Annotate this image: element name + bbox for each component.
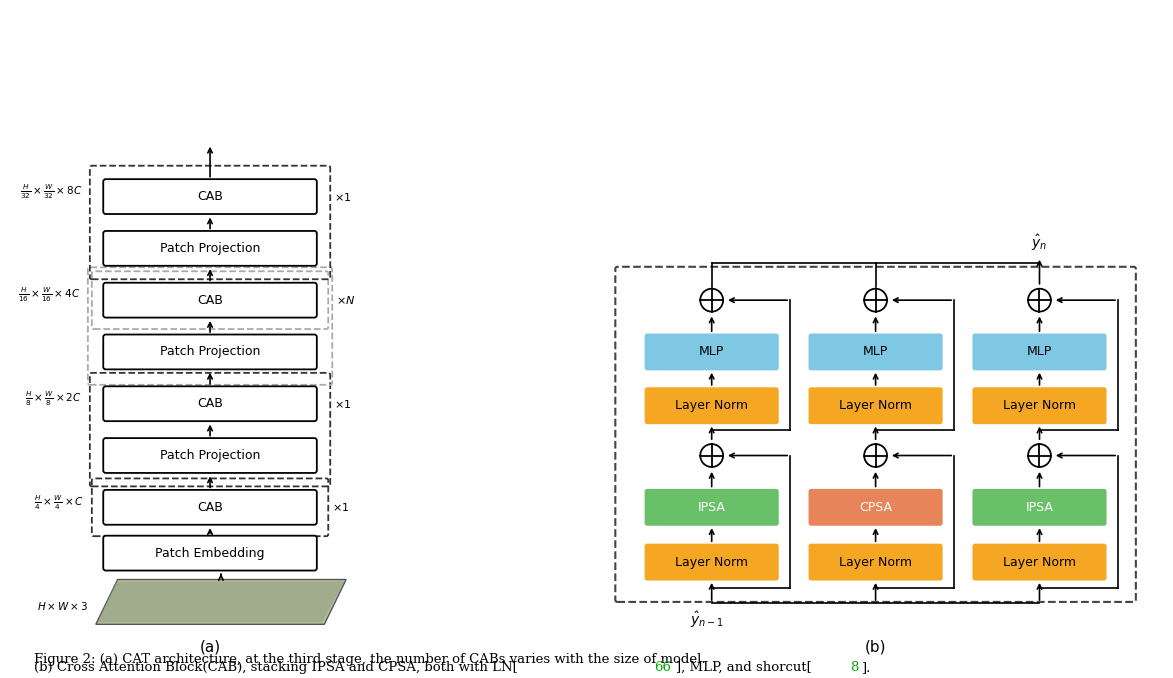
FancyBboxPatch shape [645,334,779,370]
Text: Figure 2: (a) CAT architecture, at the third stage, the number of CABs varies wi: Figure 2: (a) CAT architecture, at the t… [34,653,706,666]
Text: ].: ]. [861,661,870,674]
Text: $\frac{H}{16} \times \frac{W}{16} \times 4C$: $\frac{H}{16} \times \frac{W}{16} \times… [18,286,80,304]
Text: Patch Projection: Patch Projection [160,346,260,359]
Text: MLP: MLP [699,346,724,359]
Text: $\times 1$: $\times 1$ [334,398,352,410]
Text: $\frac{H}{4} \times \frac{W}{4} \times C$: $\frac{H}{4} \times \frac{W}{4} \times C… [34,493,84,512]
Text: $\times 1$: $\times 1$ [332,501,350,513]
FancyBboxPatch shape [808,544,943,580]
FancyBboxPatch shape [972,334,1106,370]
FancyBboxPatch shape [103,490,317,525]
FancyBboxPatch shape [645,489,779,525]
Text: $\times N$: $\times N$ [337,294,355,306]
Text: Patch Embedding: Patch Embedding [155,546,265,559]
Text: CAB: CAB [197,190,223,203]
Text: CPSA: CPSA [859,501,893,514]
FancyBboxPatch shape [103,438,317,473]
FancyBboxPatch shape [645,387,779,424]
Text: Layer Norm: Layer Norm [676,555,748,569]
FancyBboxPatch shape [103,536,317,571]
Text: ], MLP, and shorcut[: ], MLP, and shorcut[ [676,661,812,674]
FancyBboxPatch shape [103,386,317,421]
Text: CAB: CAB [197,294,223,306]
FancyBboxPatch shape [103,179,317,214]
FancyBboxPatch shape [103,283,317,317]
Text: (a): (a) [199,639,221,654]
FancyBboxPatch shape [972,489,1106,525]
Text: MLP: MLP [863,346,888,359]
Text: Layer Norm: Layer Norm [676,399,748,412]
Text: MLP: MLP [1026,346,1052,359]
Text: IPSA: IPSA [1025,501,1053,514]
Text: Patch Projection: Patch Projection [160,449,260,462]
FancyBboxPatch shape [645,544,779,580]
Text: $H \times W \times 3$: $H \times W \times 3$ [36,600,88,612]
Text: $\hat{y}_{n-1}$: $\hat{y}_{n-1}$ [690,610,724,630]
Text: Patch Projection: Patch Projection [160,242,260,255]
Text: (b) Cross Attention Block(CAB), stacking IPSA and CPSA, both with LN[: (b) Cross Attention Block(CAB), stacking… [34,661,518,674]
FancyBboxPatch shape [103,231,317,266]
Text: 66: 66 [655,661,671,674]
Text: 8: 8 [850,661,859,674]
Polygon shape [97,582,344,622]
Text: Layer Norm: Layer Norm [839,555,913,569]
Text: CAB: CAB [197,501,223,514]
FancyBboxPatch shape [972,387,1106,424]
Text: $\frac{H}{32} \times \frac{W}{32} \times 8C$: $\frac{H}{32} \times \frac{W}{32} \times… [20,182,82,201]
FancyBboxPatch shape [103,334,317,370]
FancyBboxPatch shape [808,334,943,370]
Text: $\hat{y}_n$: $\hat{y}_n$ [1031,233,1047,253]
FancyBboxPatch shape [972,544,1106,580]
Text: CAB: CAB [197,397,223,410]
Text: Layer Norm: Layer Norm [1003,555,1076,569]
FancyBboxPatch shape [808,387,943,424]
FancyBboxPatch shape [808,489,943,525]
Polygon shape [96,580,346,624]
Text: IPSA: IPSA [698,501,726,514]
Text: Layer Norm: Layer Norm [1003,399,1076,412]
Text: $\times 1$: $\times 1$ [334,191,352,203]
Text: $\frac{H}{8} \times \frac{W}{8} \times 2C$: $\frac{H}{8} \times \frac{W}{8} \times 2… [26,390,82,408]
Text: Layer Norm: Layer Norm [839,399,913,412]
Text: (b): (b) [865,639,887,654]
